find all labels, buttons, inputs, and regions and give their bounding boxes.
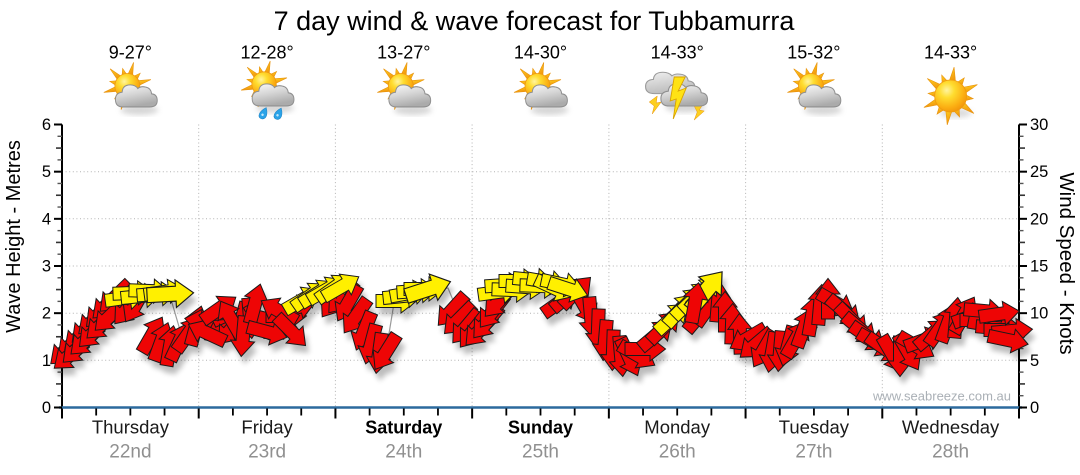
svg-text:10: 10	[1030, 305, 1048, 323]
svg-text:23rd: 23rd	[248, 442, 286, 463]
svg-text:13-27°: 13-27°	[377, 43, 430, 63]
svg-text:3: 3	[42, 258, 51, 276]
svg-text:12-28°: 12-28°	[240, 43, 293, 63]
svg-text:14-33°: 14-33°	[924, 43, 977, 63]
svg-text:15: 15	[1030, 258, 1048, 276]
svg-text:1: 1	[42, 352, 51, 370]
svg-text:30: 30	[1030, 116, 1048, 134]
svg-text:Monday: Monday	[644, 417, 711, 438]
svg-text:Thursday: Thursday	[92, 417, 170, 438]
svg-text:4: 4	[42, 210, 51, 228]
svg-text:5: 5	[42, 163, 51, 181]
svg-text:Wind Speed - Knots: Wind Speed - Knots	[1055, 172, 1078, 354]
svg-text:25th: 25th	[522, 442, 559, 463]
svg-text:5: 5	[1030, 352, 1039, 370]
svg-text:7 day wind & wave forecast for: 7 day wind & wave forecast for Tubbamurr…	[274, 6, 796, 36]
svg-text:Friday: Friday	[241, 417, 293, 438]
svg-text:28th: 28th	[932, 442, 969, 463]
svg-text:15-32°: 15-32°	[787, 43, 840, 63]
svg-text:www.seabreeze.com.au: www.seabreeze.com.au	[872, 389, 1011, 404]
svg-text:Tuesday: Tuesday	[779, 417, 850, 438]
svg-text:9-27°: 9-27°	[109, 43, 152, 63]
svg-text:27th: 27th	[795, 442, 832, 463]
svg-text:6: 6	[42, 116, 51, 134]
svg-text:25: 25	[1030, 163, 1048, 181]
svg-text:0: 0	[1030, 399, 1039, 417]
svg-text:26th: 26th	[659, 442, 696, 463]
svg-text:0: 0	[42, 399, 51, 417]
svg-text:Sunday: Sunday	[508, 418, 573, 438]
svg-text:Wave Height - Metres: Wave Height - Metres	[3, 140, 25, 333]
svg-text:14-33°: 14-33°	[651, 43, 704, 63]
svg-text:14-30°: 14-30°	[514, 43, 567, 63]
svg-text:20: 20	[1030, 210, 1048, 228]
svg-text:2: 2	[42, 305, 51, 323]
svg-text:Wednesday: Wednesday	[902, 417, 1000, 438]
svg-text:24th: 24th	[385, 442, 422, 463]
svg-text:Saturday: Saturday	[365, 418, 442, 438]
svg-text:22nd: 22nd	[109, 442, 151, 463]
